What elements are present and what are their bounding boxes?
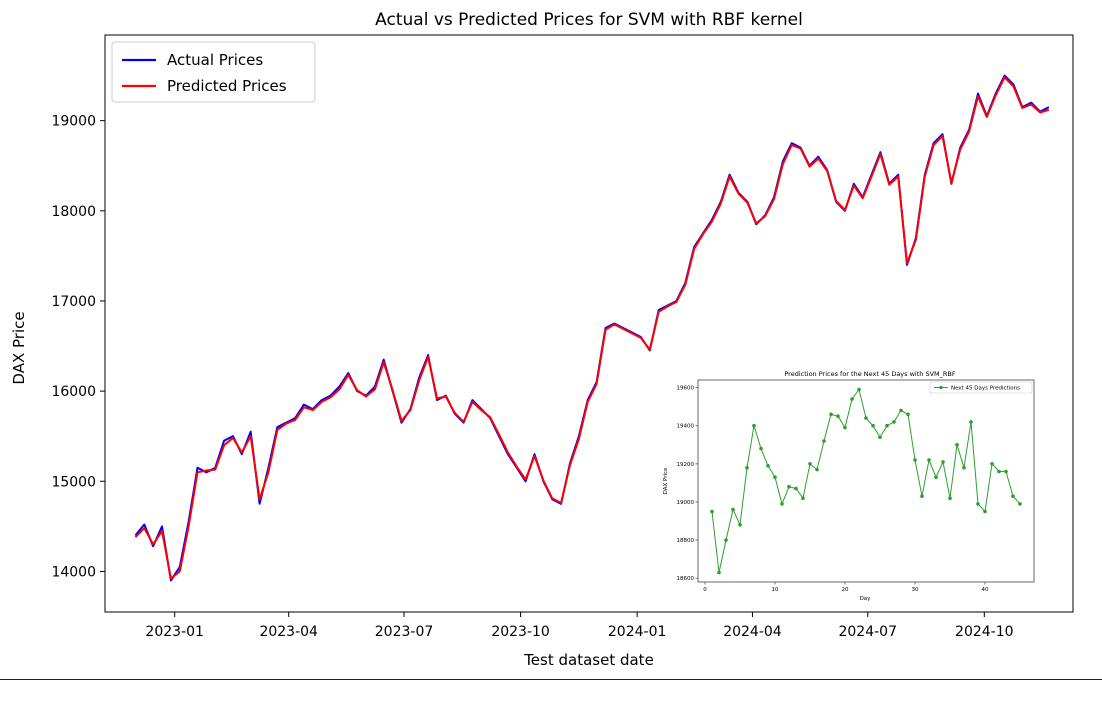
inset-chart-title: Prediction Prices for the Next 45 Days w… [784,370,955,378]
next-45-days-point [780,502,784,506]
next-45-days-point [731,507,735,512]
next-45-days-point [864,416,868,420]
bottom-divider [0,679,1102,680]
next-45-days-point [759,446,763,451]
next-45-days-point [829,412,833,417]
main-y-tick-label: 19000 [51,114,96,130]
main-chart-title: Actual vs Predicted Prices for SVM with … [375,10,803,30]
next-45-days-point [885,423,889,428]
next-45-days-point [871,423,875,428]
next-45-days-point [850,397,854,401]
inset-chart: Prediction Prices for the Next 45 Days w… [655,365,1043,606]
main-legend: Actual Prices Predicted Prices [111,41,316,103]
inset-plot-frame [697,379,1035,583]
main-x-tick-label: 2024-10 [955,624,1014,640]
next-45-days-point [892,420,896,424]
next-45-days-point [857,387,861,392]
main-y-tick-label: 18000 [51,204,96,220]
next-45-days-point [899,408,903,413]
next-45-days-point [1004,469,1008,474]
next-45-days-point [934,475,938,480]
inset-x-axis-label: Day [860,596,872,602]
next-45-days-point [878,435,882,440]
main-x-axis-label: Test dataset date [523,651,654,669]
next-45-days-point [752,423,756,428]
main-y-tick-label: 17000 [51,294,96,310]
inset-y-tick-label: 18600 [677,576,695,582]
next-45-days-point [745,465,749,470]
inset-x-tick-label: 30 [912,587,919,593]
next-45-days-point [969,420,973,424]
inset-y-tick-label: 19200 [677,462,695,468]
main-y-axis-label: DAX Price [10,311,28,384]
inset-x-tick-label: 0 [703,587,707,593]
main-x-tick-label: 2023-07 [375,624,434,640]
next-45-days-point [920,494,924,499]
next-45-days-point [724,538,728,542]
main-plot-frame [104,34,1074,613]
main-x-tick-label: 2024-04 [723,624,782,640]
inset-y-tick-label: 18800 [677,538,695,544]
inset-x-tick-label: 10 [772,587,779,593]
next-45-days-point [941,460,945,464]
main-y-tick-label: 14000 [51,564,96,580]
next-45-days-point [738,523,742,527]
next-45-days-point [843,425,847,430]
inset-y-tick-label: 19600 [677,386,695,392]
next-45-days-point [990,462,994,466]
main-x-tick-label: 2024-01 [608,624,667,640]
next-45-days-point [948,496,952,501]
next-45-days-point [787,484,791,489]
inset-legend-marker [939,385,943,390]
inset-y-axis-label: DAX Price [663,467,669,494]
main-legend-box [111,41,316,103]
inset-x-tick-label: 40 [982,587,989,593]
next-45-days-point [983,509,987,514]
main-x-tick-label: 2023-10 [491,624,550,640]
next-45-days-point [717,570,721,575]
inset-legend: Next 45 Days Predictions [929,381,1033,394]
inset-y-tick-label: 19400 [677,424,695,430]
predicted-prices-line [134,76,1050,580]
next-45-days-point [906,412,910,417]
main-x-tick-label: 2023-04 [259,624,318,640]
next-45-days-point [808,462,812,466]
next-45-days-point [710,509,714,514]
next-45-days-point [794,486,798,491]
next-45-days-point [955,443,959,447]
main-y-tick-label: 16000 [51,384,96,400]
main-x-tick-label: 2024-07 [838,624,897,640]
inset-plot-area: 18600 18800 19000 19200 19400 19600 0 10 20 30 40 [677,386,1022,593]
next-45-days-point [1018,502,1022,506]
next-45-days-point [976,502,980,506]
inset-background [655,365,1043,606]
next-45-days-point [766,464,770,468]
next-45-days-point [801,496,805,501]
legend-predicted-label: Predicted Prices [167,77,287,95]
next-45-days-point [962,465,966,470]
main-x-tick-label: 2023-01 [145,624,204,640]
inset-legend-label: Next 45 Days Predictions [951,386,1020,392]
inset-y-tick-label: 19000 [677,500,695,506]
next-45-days-point [1011,494,1015,499]
next-45-days-point [913,458,917,462]
next-45-days-point [927,458,931,462]
next-45-days-point [836,414,840,419]
next-45-days-point [822,439,826,443]
main-y-tick-label: 15000 [51,474,96,490]
legend-actual-label: Actual Prices [167,51,263,69]
next-45-days-point [773,475,777,480]
inset-x-tick-label: 20 [842,587,849,593]
next-45-days-point [997,469,1001,474]
inset-legend-box [929,381,1033,394]
next-45-days-point [815,467,819,472]
